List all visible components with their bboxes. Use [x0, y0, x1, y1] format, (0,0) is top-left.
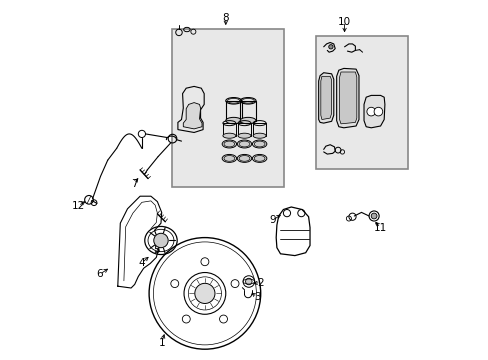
- Circle shape: [370, 213, 376, 219]
- Circle shape: [373, 107, 382, 116]
- Ellipse shape: [224, 156, 234, 161]
- Ellipse shape: [253, 133, 265, 138]
- Text: 3: 3: [253, 292, 260, 302]
- Text: 7: 7: [130, 179, 137, 189]
- Polygon shape: [320, 76, 331, 120]
- Polygon shape: [318, 73, 333, 123]
- Ellipse shape: [254, 156, 264, 161]
- Text: 8: 8: [222, 13, 228, 23]
- Circle shape: [328, 45, 332, 49]
- Ellipse shape: [239, 156, 249, 161]
- Polygon shape: [336, 68, 358, 128]
- Bar: [316, 36, 407, 169]
- Polygon shape: [339, 72, 356, 124]
- Ellipse shape: [239, 141, 249, 147]
- Text: 4: 4: [138, 258, 145, 268]
- Circle shape: [194, 283, 215, 303]
- Ellipse shape: [224, 141, 234, 147]
- Bar: [172, 29, 284, 187]
- Circle shape: [153, 233, 168, 248]
- Circle shape: [366, 107, 375, 116]
- Text: 10: 10: [337, 17, 350, 27]
- Polygon shape: [183, 103, 202, 129]
- Ellipse shape: [254, 141, 264, 147]
- Ellipse shape: [223, 133, 235, 138]
- Polygon shape: [363, 95, 384, 128]
- Circle shape: [245, 278, 251, 285]
- Ellipse shape: [240, 117, 256, 124]
- Text: 12: 12: [71, 201, 84, 211]
- Text: 2: 2: [257, 278, 264, 288]
- Text: 9: 9: [269, 215, 275, 225]
- Ellipse shape: [238, 133, 250, 138]
- Text: 5: 5: [153, 245, 159, 255]
- Text: 11: 11: [373, 222, 386, 233]
- Text: 1: 1: [158, 338, 164, 348]
- Text: 6: 6: [96, 269, 103, 279]
- Ellipse shape: [225, 117, 241, 124]
